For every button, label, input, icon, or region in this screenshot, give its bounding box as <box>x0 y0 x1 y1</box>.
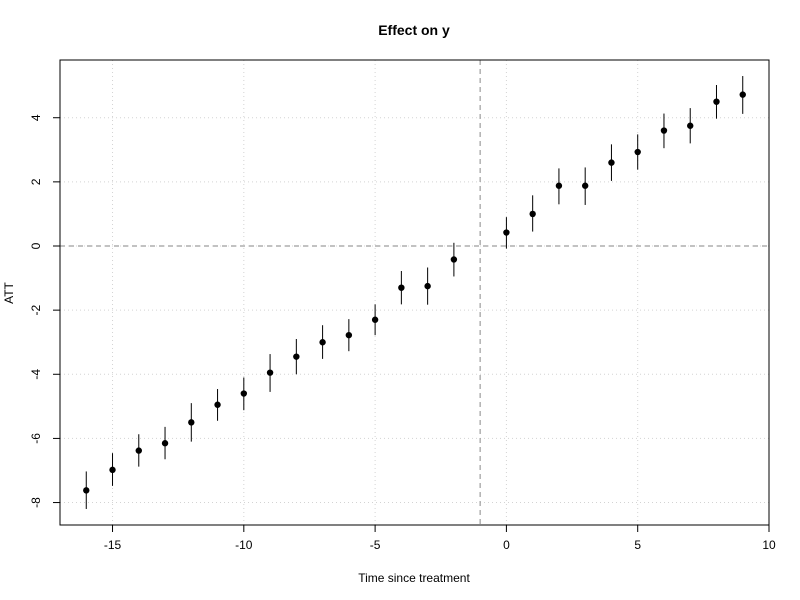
data-point <box>266 369 274 376</box>
x-tick-label: -15 <box>104 538 122 552</box>
data-point <box>713 98 720 105</box>
data-point <box>398 284 405 291</box>
data-point <box>555 182 563 189</box>
data-point <box>634 148 641 156</box>
data-point <box>161 440 169 447</box>
data-point <box>135 447 142 454</box>
y-tick-label: 2 <box>29 178 43 185</box>
x-axis-label: Time since treatment <box>358 571 470 585</box>
y-tick-label: -6 <box>29 433 43 444</box>
y-tick-label: -4 <box>29 369 43 380</box>
data-point <box>214 401 221 408</box>
data-point <box>293 353 300 360</box>
x-tick-label: 0 <box>503 538 510 552</box>
x-tick-label: -5 <box>370 538 381 552</box>
chart-title: Effect on y <box>378 22 450 38</box>
x-tick-label: 10 <box>762 538 776 552</box>
grid-layer <box>60 60 769 525</box>
plot-frame <box>59 59 770 526</box>
data-point <box>608 159 615 166</box>
data-point <box>687 122 694 129</box>
y-tick-label: 4 <box>29 114 43 121</box>
data-point <box>188 419 195 426</box>
x-tick-label: -10 <box>235 538 253 552</box>
y-tick-label: -2 <box>29 304 43 315</box>
x-tick-label: 5 <box>634 538 641 552</box>
data-point <box>503 229 510 236</box>
reference-lines <box>60 60 769 525</box>
data-layer <box>83 76 746 509</box>
data-point <box>529 210 536 218</box>
data-point <box>739 91 746 98</box>
data-point <box>83 487 90 494</box>
data-point <box>345 331 353 339</box>
x-axis: -15 -10 -5 0 5 10 <box>104 525 776 552</box>
data-point <box>424 282 431 290</box>
y-axis-label: ATT <box>2 281 16 303</box>
data-point <box>371 316 379 323</box>
data-point <box>660 127 668 134</box>
data-point <box>319 339 326 346</box>
data-point <box>450 256 458 263</box>
y-tick-label: 0 <box>29 242 43 249</box>
y-tick-label: -8 <box>29 497 43 508</box>
data-point <box>240 390 248 397</box>
data-point <box>109 466 116 474</box>
y-axis: -8 -6 -4 -2 0 2 4 <box>29 114 60 508</box>
data-point <box>581 182 589 189</box>
